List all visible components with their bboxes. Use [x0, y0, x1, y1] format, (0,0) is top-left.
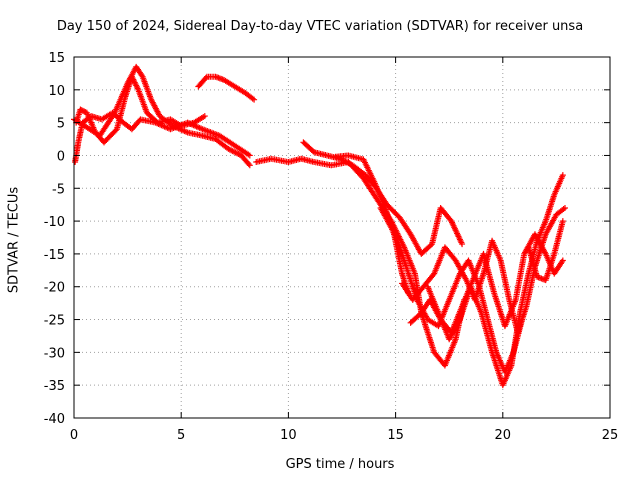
data-point	[201, 113, 208, 120]
data-point	[245, 161, 252, 168]
y-tick-label: 0	[57, 149, 65, 164]
y-tick-label: -5	[52, 182, 65, 197]
grid-lines	[74, 57, 610, 418]
x-tick-label: 25	[602, 428, 619, 443]
data-points	[71, 63, 568, 389]
series-track-11	[407, 231, 566, 336]
y-tick-label: 5	[57, 117, 65, 132]
data-point	[559, 257, 566, 264]
data-point	[561, 204, 568, 211]
y-tick-label: -35	[44, 379, 65, 394]
x-tick-label: 5	[177, 428, 185, 443]
y-tick-label: 10	[48, 84, 65, 99]
y-tick-label: -25	[44, 314, 65, 329]
x-tick-labels: 0 5 10 15 20 25	[70, 428, 618, 443]
data-point	[202, 74, 209, 81]
y-tick-label: -30	[44, 346, 65, 361]
y-axis-label: SDTVAR / TECUs	[6, 186, 22, 294]
data-point	[459, 241, 466, 248]
series-track-2	[73, 73, 208, 146]
chart-title: Day 150 of 2024, Sidereal Day-to-day VTE…	[56, 19, 584, 34]
data-point	[559, 172, 566, 179]
series-track-3	[72, 109, 253, 166]
series-track-12	[525, 218, 566, 284]
x-tick-label: 10	[280, 428, 297, 443]
y-tick-labels: 15 10 5 0 -5 -10 -15 -20 -25 -30 -35 -40	[44, 51, 65, 427]
series-track-4	[195, 73, 258, 103]
data-point	[246, 162, 253, 169]
series-track-7	[332, 152, 412, 297]
x-tick-label: 0	[70, 428, 78, 443]
series-track-10	[424, 172, 566, 389]
x-tick-label: 20	[495, 428, 512, 443]
y-tick-label: -15	[44, 248, 65, 263]
data-point	[251, 96, 258, 103]
y-tick-label: 15	[48, 51, 65, 66]
x-tick-label: 15	[387, 428, 404, 443]
data-point	[559, 218, 566, 225]
y-tick-label: -40	[44, 412, 65, 427]
y-tick-label: -10	[44, 215, 65, 230]
x-axis-label: GPS time / hours	[285, 457, 395, 472]
series-track-5	[253, 155, 468, 369]
data-point	[246, 152, 253, 159]
y-tick-label: -20	[44, 281, 65, 296]
series-track-6	[300, 139, 466, 257]
axis-ticks	[73, 56, 611, 419]
plot-frame	[73, 56, 611, 419]
